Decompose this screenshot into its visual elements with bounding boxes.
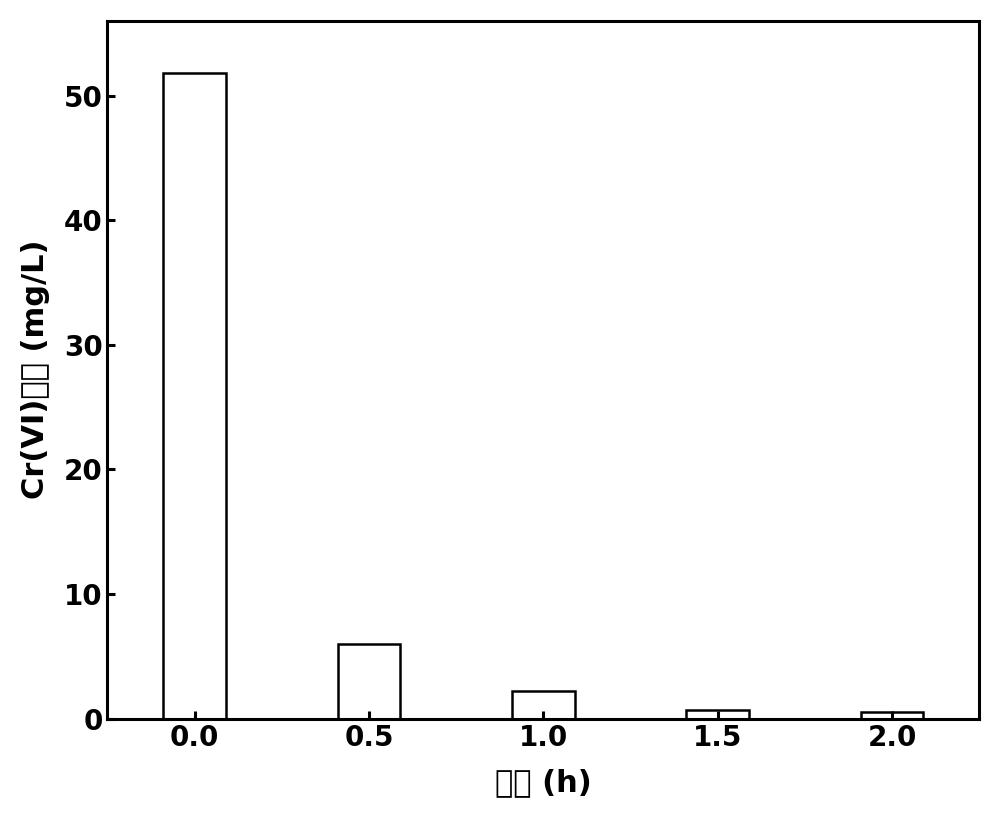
Bar: [338, 644, 400, 719]
Bar: [163, 73, 226, 719]
X-axis label: 时间 (h): 时间 (h): [495, 768, 592, 798]
Bar: [686, 710, 749, 719]
Bar: [861, 712, 923, 719]
Y-axis label: Cr(VI)浓度 (mg/L): Cr(VI)浓度 (mg/L): [21, 240, 50, 500]
Bar: [512, 691, 575, 719]
